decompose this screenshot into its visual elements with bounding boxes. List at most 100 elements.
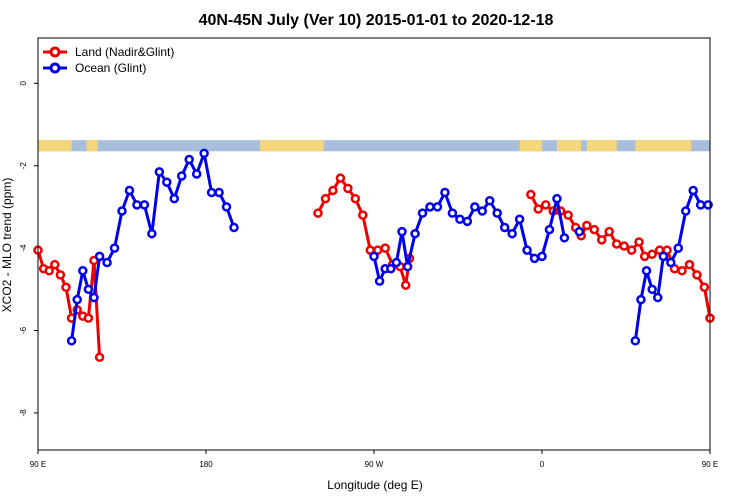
data-point-ocean (391, 257, 402, 268)
data-point-land (55, 270, 66, 280)
data-point-ocean (695, 200, 706, 210)
data-point-ocean (94, 251, 105, 262)
legend-label-ocean: Ocean (Glint) (75, 61, 146, 75)
data-point-ocean (78, 266, 88, 276)
data-point-ocean (630, 336, 641, 346)
series-land (33, 173, 715, 363)
data-point-ocean (529, 253, 540, 264)
data-point-ocean (176, 171, 187, 181)
data-point-ocean (66, 336, 77, 346)
y-tick-label: -6 (19, 326, 28, 334)
data-point-land (563, 210, 573, 220)
data-point-ocean (397, 226, 407, 237)
band-land-segment (86, 140, 98, 152)
band-land-segment (586, 140, 617, 152)
data-point-ocean (162, 177, 172, 187)
data-point-land (604, 226, 614, 237)
data-point-ocean (386, 263, 396, 274)
data-point-land (619, 241, 629, 251)
data-point-ocean (139, 200, 150, 210)
data-point-land (328, 185, 338, 196)
data-point-land (699, 282, 710, 293)
band-land-segment (635, 140, 692, 152)
data-point-land (400, 280, 411, 290)
legend: Land (Nadir&Glint) Ocean (Glint) (43, 45, 174, 75)
data-point-ocean (658, 251, 669, 262)
data-point-land (83, 313, 94, 323)
data-point-ocean (514, 214, 525, 225)
data-point-ocean (369, 251, 379, 262)
data-point-ocean (417, 208, 428, 218)
data-point-ocean (410, 228, 420, 239)
x-tick-label: 90 E (30, 460, 46, 469)
data-point-ocean (221, 202, 232, 212)
data-point-land (692, 270, 702, 280)
data-point-ocean (89, 292, 99, 303)
band-ocean (38, 140, 710, 152)
data-point-land (44, 266, 54, 276)
data-point-land (61, 282, 71, 293)
data-point-land (313, 208, 323, 218)
data-point-land (639, 251, 650, 262)
data-point-ocean (522, 245, 532, 255)
data-point-land (582, 220, 592, 231)
data-point-ocean (184, 154, 194, 165)
band-land-segment (260, 140, 324, 152)
data-point-land (684, 259, 695, 270)
data-point-ocean (191, 169, 202, 179)
plot-frame (37, 37, 711, 451)
y-tick-label: -4 (19, 244, 28, 252)
y-tick-label: 0 (19, 81, 28, 86)
data-point-land (533, 204, 544, 214)
data-point-land (335, 173, 346, 183)
data-point-land (589, 224, 600, 235)
series-group (33, 148, 715, 363)
data-point-ocean (132, 200, 142, 210)
data-point-ocean (647, 284, 657, 295)
band-land-segment (38, 140, 72, 152)
data-point-ocean (470, 202, 480, 212)
data-point-land (526, 189, 536, 200)
data-point-ocean (688, 185, 698, 196)
data-point-ocean (432, 202, 443, 212)
data-point-ocean (124, 185, 135, 196)
y-tick-label: -8 (19, 409, 28, 417)
legend-label-land: Land (Nadir&Glint) (75, 45, 174, 59)
data-point-ocean (652, 292, 663, 303)
legend-item-land: Land (Nadir&Glint) (43, 45, 174, 59)
legend-item-ocean: Ocean (Glint) (43, 61, 146, 75)
data-point-ocean (169, 193, 180, 204)
data-point-ocean (374, 276, 385, 286)
data-point-ocean (559, 233, 570, 243)
data-point-ocean (641, 266, 652, 276)
surface-band (38, 140, 710, 152)
data-point-ocean (636, 294, 646, 305)
data-point-ocean (447, 208, 458, 218)
data-point-land (611, 239, 622, 249)
x-tick-label: 90 E (702, 460, 718, 469)
data-point-ocean (109, 243, 120, 253)
data-point-ocean (214, 187, 224, 198)
data-point-ocean (703, 200, 713, 210)
y-axis-label: XCO2 - MLO trend (ppm) (0, 178, 14, 313)
data-point-ocean (402, 261, 413, 272)
data-point-ocean (229, 222, 239, 233)
data-point-land (350, 193, 361, 204)
data-point-ocean (206, 187, 217, 198)
data-point-land (647, 249, 657, 260)
data-point-land (50, 259, 60, 270)
data-point-ocean (507, 228, 517, 239)
x-axis-label: Longitude (deg E) (327, 478, 422, 492)
data-point-ocean (83, 284, 94, 295)
data-point-land (540, 200, 551, 210)
legend-marker-ocean (49, 62, 61, 74)
data-point-ocean (199, 148, 209, 159)
data-point-ocean (455, 214, 465, 225)
data-point-ocean (440, 187, 450, 198)
data-point-ocean (680, 206, 691, 216)
data-point-land (380, 243, 390, 253)
data-point-land (94, 352, 105, 363)
data-point-land (634, 237, 644, 247)
data-point-ocean (673, 243, 684, 253)
